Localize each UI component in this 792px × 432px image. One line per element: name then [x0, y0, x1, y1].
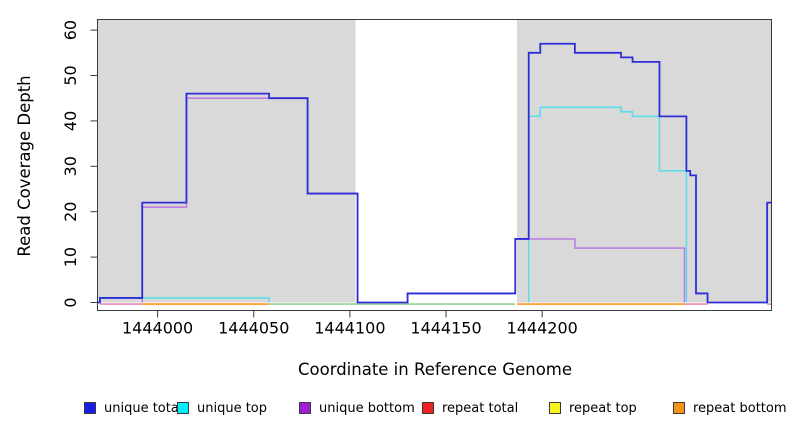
- shaded-region: [98, 20, 356, 303]
- legend-label: unique top: [197, 400, 268, 416]
- x-axis-ticks: 1444000 1444050 1444100 1444150 1444200: [122, 310, 578, 338]
- legend-item-unique-bottom: unique bottom: [299, 398, 415, 418]
- legend-swatch-icon: [549, 402, 561, 414]
- x-tick-label: 1444150: [410, 319, 481, 338]
- legend-label: repeat top: [569, 400, 637, 416]
- x-tick-label: 1444000: [122, 319, 193, 338]
- y-tick-label: 0: [61, 297, 80, 307]
- legend-item-repeat-total: repeat total: [422, 398, 518, 418]
- legend-swatch-icon: [422, 402, 434, 414]
- legend-label: unique total: [104, 400, 183, 416]
- y-tick-label: 60: [61, 20, 80, 40]
- shaded-regions: [98, 20, 771, 303]
- y-tick-label: 40: [61, 111, 80, 131]
- x-tick-label: 1444100: [314, 319, 385, 338]
- y-tick-label: 20: [61, 202, 80, 222]
- y-axis-ticks: 0 10 20 30 40 50 60: [61, 20, 98, 308]
- legend-label: unique bottom: [319, 400, 415, 416]
- legend-item-unique-top: unique top: [177, 398, 267, 418]
- x-axis-title: Coordinate in Reference Genome: [297, 360, 573, 379]
- plot-box: [97, 19, 772, 311]
- series-unique-total: [98, 42, 771, 304]
- shaded-region: [517, 20, 771, 303]
- legend-swatch-icon: [299, 402, 311, 414]
- legend-item-unique-total: unique total: [84, 398, 182, 418]
- legend: unique total unique top unique bottom repea…: [0, 398, 792, 420]
- y-tick-label: 10: [61, 247, 80, 267]
- legend-swatch-icon: [177, 402, 189, 414]
- legend-item-repeat-top: repeat top: [549, 398, 637, 418]
- x-tick-label: 1444050: [218, 319, 289, 338]
- legend-swatch-icon: [84, 402, 96, 414]
- y-tick-label: 30: [61, 156, 80, 176]
- legend-swatch-icon: [673, 402, 685, 414]
- y-axis-title: Read Coverage Depth: [15, 75, 34, 257]
- legend-item-repeat-bottom: repeat bottom: [673, 398, 787, 418]
- legend-label: repeat bottom: [693, 400, 787, 416]
- x-tick-label: 1444200: [507, 319, 578, 338]
- legend-label: repeat total: [442, 400, 519, 416]
- y-tick-label: 50: [61, 65, 80, 85]
